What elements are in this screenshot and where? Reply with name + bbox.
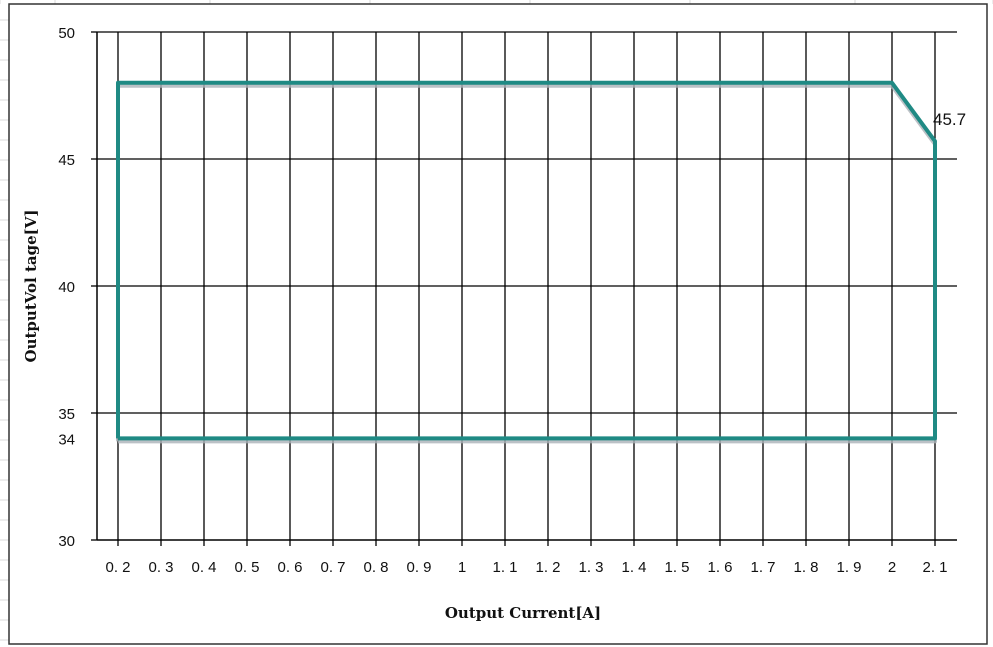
x-tick-label: 2. 1 [922, 559, 947, 576]
x-tick-label: 1. 3 [578, 559, 603, 576]
x-tick-label: 1. 1 [492, 559, 517, 576]
x-tick-label: 1 [458, 559, 466, 576]
x-tick-label: 0. 9 [406, 559, 431, 576]
x-tick-label: 1. 4 [621, 559, 646, 576]
label-layer: 30 34 35 40 45 50 0. 2 0. 3 0. 4 0. 5 0. 6 0. 7 0. 8… [58, 25, 966, 576]
chart-area[interactable] [8, 3, 988, 645]
x-tick-label: 0. 6 [277, 559, 302, 576]
series-layer [116, 80, 937, 444]
x-tick-label: 0. 3 [148, 559, 173, 576]
y-tick-label: 50 [58, 25, 75, 42]
x-tick-label: 1. 9 [836, 559, 861, 576]
x-tick-label: 0. 8 [363, 559, 388, 576]
x-tick-label: 1. 5 [664, 559, 689, 576]
y-tick-label: 34 [58, 431, 75, 448]
y-tick-label: 35 [58, 406, 75, 423]
y-axis-title: OutputVol tage[V] [22, 210, 40, 363]
x-tick-label: 0. 4 [191, 559, 216, 576]
data-label: 45.7 [933, 110, 966, 129]
x-axis-title: Output Current[A] [445, 604, 601, 622]
axis-layer [91, 31, 957, 546]
x-tick-label: 0. 7 [320, 559, 345, 576]
x-tick-label: 0. 2 [105, 559, 130, 576]
y-tick-label: 30 [58, 533, 75, 550]
grid-layer [97, 31, 957, 540]
x-tick-label: 1. 2 [535, 559, 560, 576]
x-tick-label: 1. 6 [707, 559, 732, 576]
y-tick-label: 45 [58, 152, 75, 169]
x-tick-label: 2 [888, 559, 896, 576]
x-tick-label: 1. 7 [750, 559, 775, 576]
x-tick-label: 0. 5 [234, 559, 259, 576]
y-tick-label: 40 [58, 279, 75, 296]
series-line [116, 80, 937, 441]
x-tick-label: 1. 8 [793, 559, 818, 576]
